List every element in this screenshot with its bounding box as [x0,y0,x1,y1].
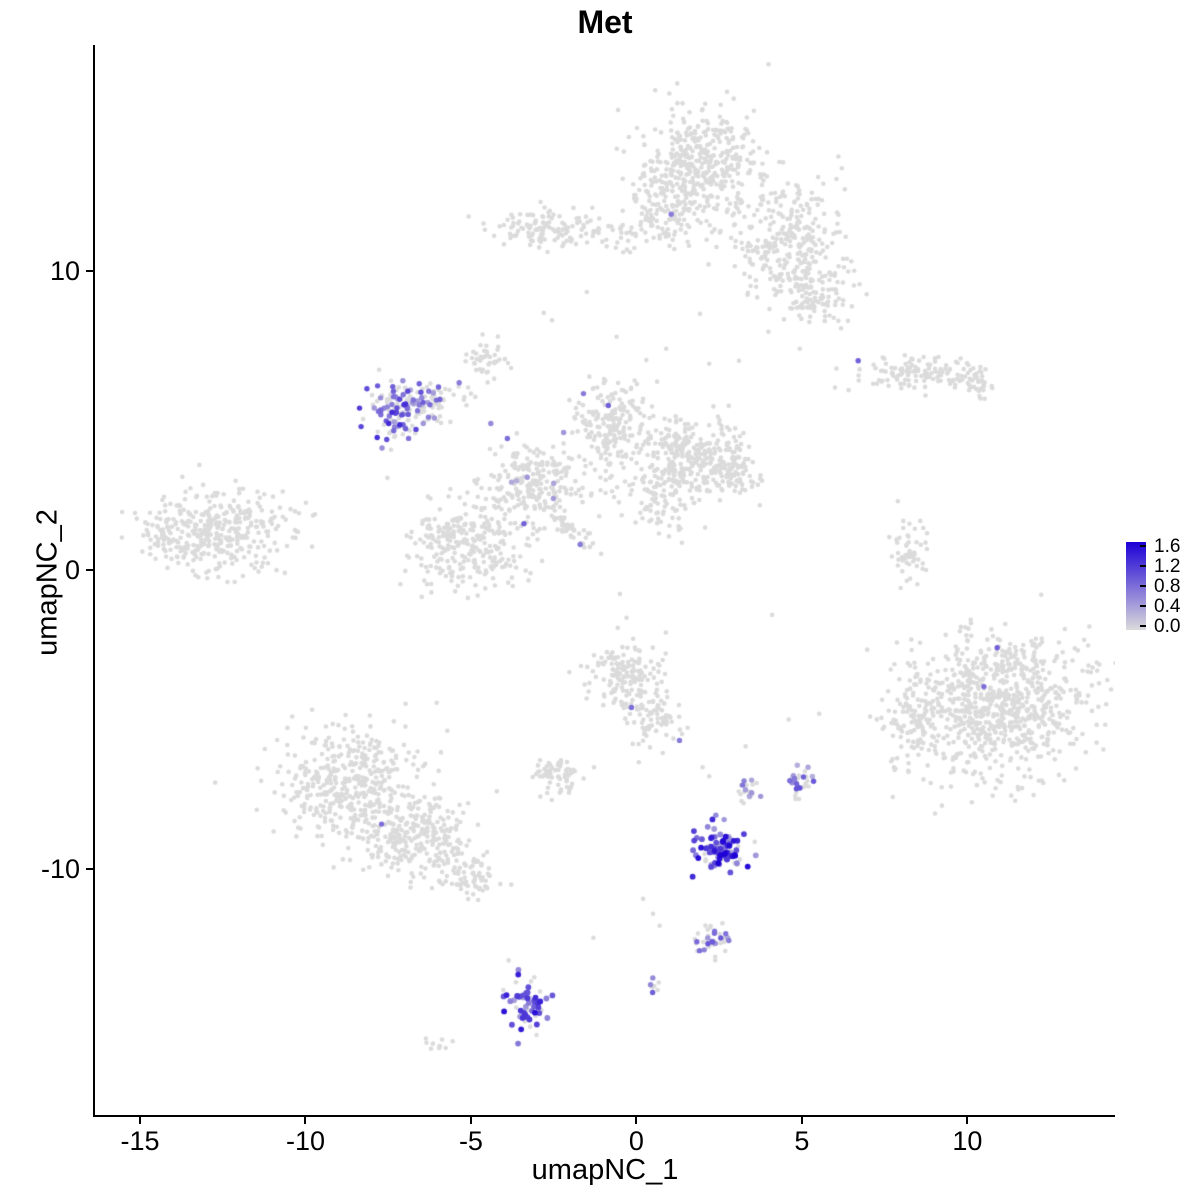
legend-tick-label: 0.4 [1154,596,1181,617]
plot-title: Met [577,4,633,40]
y-tick-mark [86,270,93,273]
y-axis-line [93,45,95,1117]
legend-tick-mark [1140,565,1146,567]
legend-gradient-bar [1126,542,1146,630]
x-tick-label: 0 [628,1126,644,1156]
y-tick-mark [86,867,93,870]
legend-tick-label: 0.8 [1154,576,1181,597]
x-axis-label: umapNC_1 [531,1154,679,1186]
x-tick-mark [800,1117,803,1124]
legend-tick-mark [1140,625,1146,627]
legend-tick-mark [1140,605,1146,607]
legend-tick-label: 1.6 [1154,536,1181,557]
x-tick-mark [304,1117,307,1124]
x-tick-mark [139,1117,141,1124]
legend-tick-mark [1140,585,1146,587]
x-tick-mark [469,1117,472,1124]
x-tick-label: 5 [794,1126,810,1156]
x-axis-line [93,1115,1115,1117]
legend-tick-mark [1140,545,1146,547]
y-tick-label: 10 [49,256,80,287]
y-tick-label: -10 [40,853,80,884]
legend: 1.6 1.2 0.8 0.4 0.0 [1126,536,1200,638]
x-tick-label: -15 [120,1126,160,1156]
legend-tick-label: 0.0 [1154,616,1181,637]
y-tick-label: 0 [64,554,80,585]
legend-tick-label: 1.2 [1154,556,1181,577]
x-tick-mark [635,1117,638,1124]
plot-canvas [95,45,1115,1115]
x-tick-mark [966,1117,969,1124]
x-tick-label: 10 [952,1126,983,1156]
x-tick-label: -5 [458,1126,483,1156]
x-tick-label: -10 [285,1126,325,1156]
y-tick-mark [86,568,93,571]
